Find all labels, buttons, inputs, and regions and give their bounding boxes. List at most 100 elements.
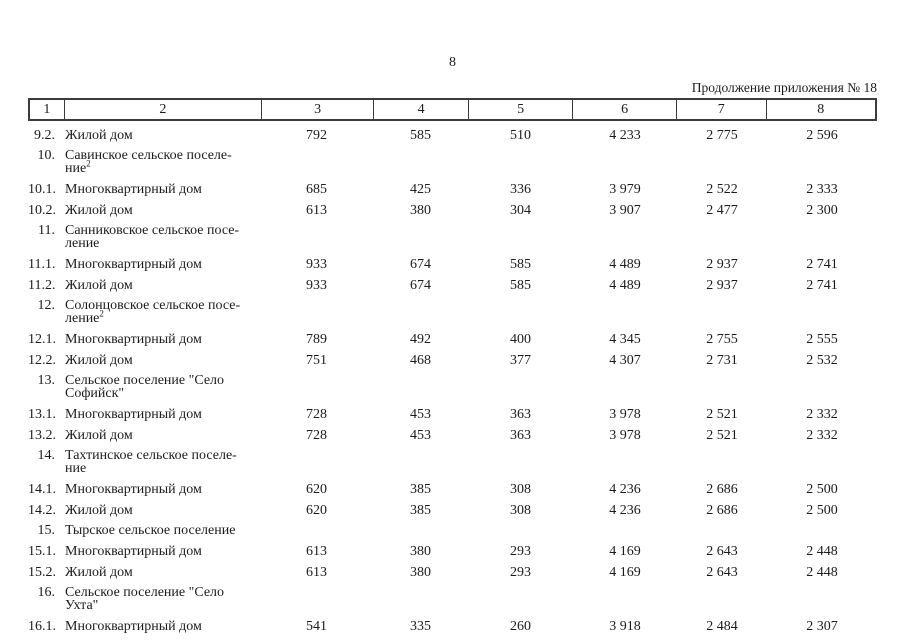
row-number: 11. <box>38 223 55 238</box>
row-label: Многоквартирный дом <box>62 541 260 562</box>
row-label-line1: Многоквартирный дом <box>65 407 202 422</box>
row-number: 13. <box>37 373 56 388</box>
table-body: 9.2. Жилой дом 792 585 510 4 233 2 775 2… <box>28 125 877 637</box>
row-label-line1: Санниковское сельское посе- <box>65 223 240 238</box>
row-label-line1: Жилой дом <box>65 428 133 443</box>
cell-col7: 2 775 <box>706 128 738 143</box>
cell-col4 <box>373 299 468 325</box>
row-label-line2-text: Ухта" <box>65 598 99 613</box>
table-row: 11.2. Жилой дом 933 674 585 4 489 2 937 … <box>28 275 877 296</box>
table-row: 12. Солонцовское сельское посе- ление2 <box>28 296 877 329</box>
cell-col6: 4 236 <box>609 482 641 497</box>
cell-col5: 585 <box>510 278 531 293</box>
cell-col5 <box>468 224 573 250</box>
row-label-line1: Многоквартирный дом <box>65 257 202 272</box>
cell-col5: 377 <box>510 353 531 368</box>
cell-col7: 2 522 <box>706 182 738 197</box>
row-label: Многоквартирный дом <box>62 179 260 200</box>
row-label-line1: Многоквартирный дом <box>65 482 202 497</box>
row-label: Многоквартирный дом <box>62 254 260 275</box>
cell-col4: 380 <box>410 565 431 580</box>
table-row: 12.2. Жилой дом 751 468 377 4 307 2 731 … <box>28 350 877 371</box>
table-row: 9.2. Жилой дом 792 585 510 4 233 2 775 2… <box>28 125 877 146</box>
cell-col5: 308 <box>510 503 531 518</box>
cell-col6: 4 233 <box>609 128 641 143</box>
cell-col8: 2 332 <box>806 407 838 422</box>
cell-col7: 2 521 <box>706 407 738 422</box>
cell-col4: 380 <box>410 544 431 559</box>
cell-col6: 4 489 <box>609 278 641 293</box>
row-label-line1: Жилой дом <box>65 503 133 518</box>
cell-col7 <box>677 374 767 400</box>
row-label-line1: Савинское сельское поселе- <box>65 148 232 163</box>
cell-col5 <box>468 149 573 175</box>
row-number: 13.2. <box>28 428 56 443</box>
cell-col3: 789 <box>306 332 327 347</box>
cell-col7 <box>677 524 767 537</box>
cell-col3: 933 <box>306 278 327 293</box>
cell-col8 <box>767 149 877 175</box>
table-row: 10.2. Жилой дом 613 380 304 3 907 2 477 … <box>28 200 877 221</box>
row-label-line1: Жилой дом <box>65 278 133 293</box>
cell-col5 <box>468 449 573 475</box>
row-number: 10. <box>37 148 56 163</box>
cell-col6: 3 907 <box>609 203 641 218</box>
cell-col3: 751 <box>306 353 327 368</box>
row-label-line1: Тахтинское сельское поселе- <box>65 448 237 463</box>
table-row: 11.1. Многоквартирный дом 933 674 585 4 … <box>28 254 877 275</box>
cell-col6: 4 307 <box>609 353 641 368</box>
row-number: 12.1. <box>28 332 56 347</box>
cell-col6: 4 345 <box>609 332 641 347</box>
row-label: Многоквартирный дом <box>62 479 260 500</box>
cell-col4: 380 <box>410 203 431 218</box>
cell-col5 <box>468 524 573 537</box>
cell-col5: 308 <box>510 482 531 497</box>
row-label-line2-text: ление <box>65 236 100 251</box>
row-number: 12. <box>37 298 56 313</box>
row-number: 11.1. <box>28 257 56 272</box>
cell-col7 <box>677 224 767 250</box>
row-label: Жилой дом <box>62 275 260 296</box>
row-label-line2: ление2 <box>65 309 260 326</box>
row-number: 9.2. <box>34 128 55 143</box>
cell-col5: 400 <box>510 332 531 347</box>
table-row: 13. Сельское поселение "Село Софийск" <box>28 371 877 404</box>
row-label-line2: ние2 <box>65 159 260 176</box>
cell-col6: 3 979 <box>609 182 641 197</box>
cell-col8 <box>767 224 877 250</box>
row-label: Многоквартирный дом <box>62 404 260 425</box>
cell-col6 <box>573 524 677 537</box>
table-row: 13.2. Жилой дом 728 453 363 3 978 2 521 … <box>28 425 877 446</box>
cell-col7: 2 755 <box>706 332 738 347</box>
cell-col4: 468 <box>410 353 431 368</box>
table-row: 15. Тырское сельское поселение <box>28 521 877 541</box>
row-label-line1: Жилой дом <box>65 203 133 218</box>
cell-col4: 585 <box>410 128 431 143</box>
cell-col5: 510 <box>510 128 531 143</box>
cell-col7 <box>677 586 767 612</box>
row-label: Тахтинское сельское поселе- ние <box>62 448 260 476</box>
cell-col8: 2 741 <box>806 278 838 293</box>
header-cell-5: 5 <box>467 100 573 119</box>
cell-col5: 293 <box>510 544 531 559</box>
row-label: Санниковское сельское посе- ление <box>62 223 260 251</box>
row-label: Сельское поселение "Село Софийск" <box>62 374 260 401</box>
row-label-line1: Солонцовское сельское посе- <box>65 298 241 313</box>
cell-col4: 674 <box>410 257 431 272</box>
row-label-line2-text: ние <box>65 461 87 476</box>
cell-col6 <box>573 224 677 250</box>
cell-col8: 2 307 <box>806 619 838 634</box>
cell-col4 <box>373 224 468 250</box>
cell-col7: 2 686 <box>706 482 738 497</box>
cell-col6 <box>573 586 677 612</box>
cell-col6: 4 169 <box>609 544 641 559</box>
cell-col5 <box>468 586 573 612</box>
row-number: 10.2. <box>28 203 56 218</box>
cell-col8: 2 448 <box>806 565 838 580</box>
row-number: 15.2. <box>28 565 56 580</box>
cell-col8: 2 332 <box>806 428 838 443</box>
cell-col3 <box>260 299 373 325</box>
header-cell-8: 8 <box>765 100 875 119</box>
cell-col3: 792 <box>306 128 327 143</box>
